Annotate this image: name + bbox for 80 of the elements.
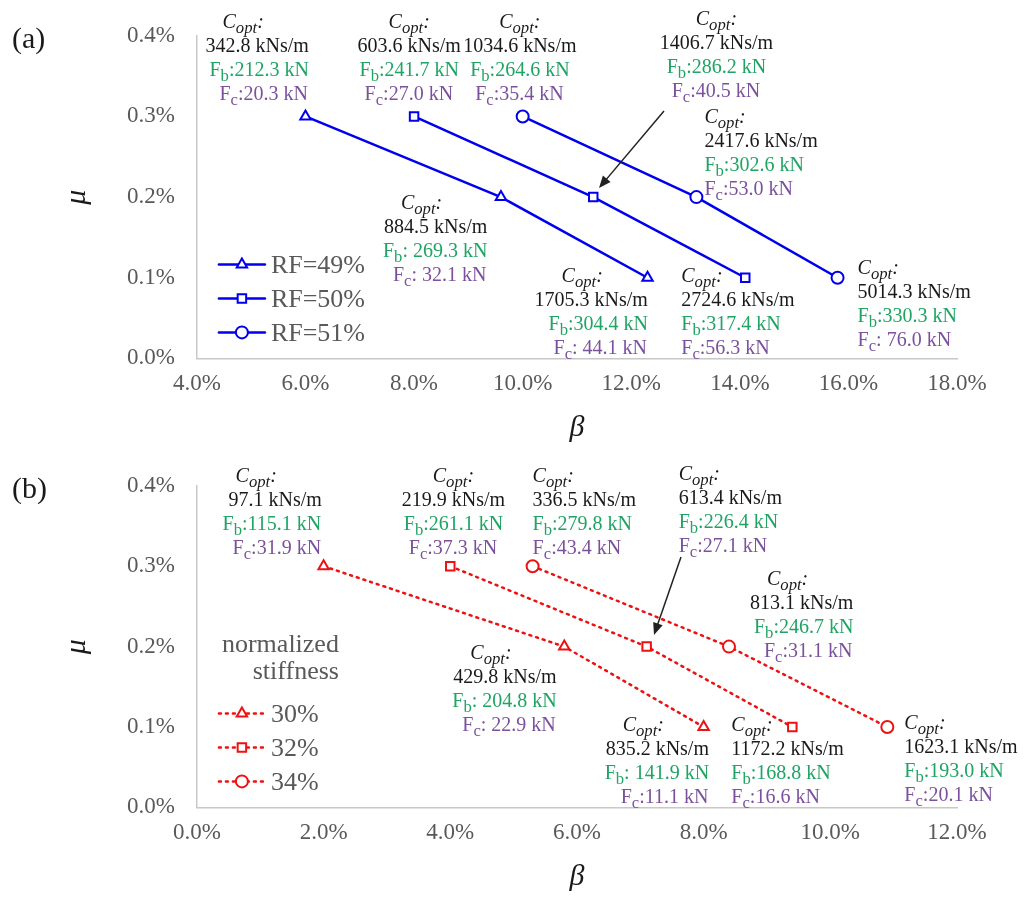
x-axis-title: β [568, 408, 585, 442]
annotation: C$_{opt}$: [388, 10, 430, 38]
x-tick-label: 8.0% [679, 819, 728, 845]
annotation: C$_{opt}$: [432, 464, 475, 492]
point [408, 111, 420, 122]
x-tick-label: 10.0% [492, 370, 553, 396]
x-tick-label: 18.0% [927, 370, 987, 396]
annotation: C$_{opt}$: [561, 263, 603, 291]
x-tick-label: 14.0% [710, 370, 770, 396]
x-tick-label: 0.0% [172, 819, 221, 845]
annotation: C$_{opt}$: [222, 10, 264, 38]
legend-label: RF=49% [270, 250, 366, 280]
point [494, 190, 508, 202]
point [641, 641, 652, 652]
legend-label: RF=51% [270, 318, 366, 348]
point [721, 639, 736, 654]
point [787, 721, 798, 733]
chart-title: (b) [12, 470, 47, 505]
point [525, 559, 540, 574]
annotation: C$_{opt}$: [400, 191, 443, 219]
point [641, 270, 654, 282]
y-tick-label: 0.3% [126, 552, 175, 578]
annotation: C$_{opt}$: [731, 713, 773, 740]
x-tick-label: 4.0% [172, 370, 221, 396]
annotation: F$_{c}$:20.1 kN [904, 783, 993, 812]
x-tick-label: 2.0% [299, 819, 348, 845]
annotation: F$_{c}$:16.6 kN [731, 785, 820, 814]
annotation: C$_{opt}$: [704, 105, 746, 133]
annotation: C$_{opt}$: [499, 10, 541, 38]
y-tick-label: 0.0% [126, 793, 175, 819]
point [830, 270, 845, 285]
legend-label: 30% [270, 699, 319, 729]
y-tick-label: 0.4% [126, 21, 175, 47]
x-tick-label: 6.0% [281, 370, 330, 396]
point [558, 639, 571, 651]
annotation: C$_{opt}$: [532, 464, 574, 492]
point [689, 190, 704, 205]
y-tick-label: 0.1% [126, 263, 175, 289]
point [299, 109, 312, 121]
annotation: F$_{b}$:193.0 kN [904, 759, 1004, 786]
y-tick-label: 0.2% [126, 632, 175, 658]
annotation: C$_{opt}$: [857, 255, 899, 283]
legend-title: normalized stiffness [221, 629, 339, 686]
x-tick-label: 12.0% [601, 370, 661, 396]
x-tick-label: 4.0% [426, 819, 475, 845]
x-tick-label: 10.0% [800, 819, 861, 845]
x-tick-label: 8.0% [390, 370, 439, 396]
y-tick-label: 0.2% [126, 183, 175, 209]
text: C$_{opt}$: [695, 7, 738, 35]
annotation: F$_{b}$:168.8 kN [731, 761, 831, 788]
x-tick-label: 16.0% [818, 370, 879, 396]
legend-label: 34% [270, 767, 319, 797]
point [880, 720, 895, 734]
y-tick-label: 0.0% [126, 344, 175, 370]
point [515, 109, 530, 124]
annotation: C$_{opt}$: [904, 711, 946, 738]
point [588, 191, 599, 203]
annotation: F$_{c}$:11.1 kN [620, 785, 709, 814]
point [740, 272, 751, 283]
point [697, 720, 710, 731]
point [445, 560, 456, 572]
annotation: C$_{opt}$: [470, 640, 512, 668]
annotation: C$_{opt}$: [766, 566, 809, 594]
annotation: C$_{opt}$: [622, 713, 664, 740]
x-axis-title: β [568, 857, 585, 891]
y-tick-label: 0.1% [126, 713, 175, 739]
y-tick-label: 0.4% [126, 471, 175, 497]
annotation: F$_{b}$: 141.9 kN [604, 761, 710, 788]
y-tick-label: 0.3% [126, 102, 175, 128]
y-axis-title: μ [57, 189, 91, 206]
x-tick-label: 12.0% [927, 819, 987, 845]
annotation: C$_{opt}$: [681, 263, 723, 291]
legend-label: 32% [270, 733, 319, 763]
annotation: C$_{opt}$: [235, 464, 277, 492]
y-axis-title: μ [57, 639, 91, 656]
point [317, 559, 330, 571]
annotation: C$_{opt}$: [678, 461, 720, 489]
chart-title: (a) [12, 20, 46, 55]
legend-label: RF=50% [270, 284, 366, 314]
x-tick-label: 6.0% [552, 819, 601, 845]
